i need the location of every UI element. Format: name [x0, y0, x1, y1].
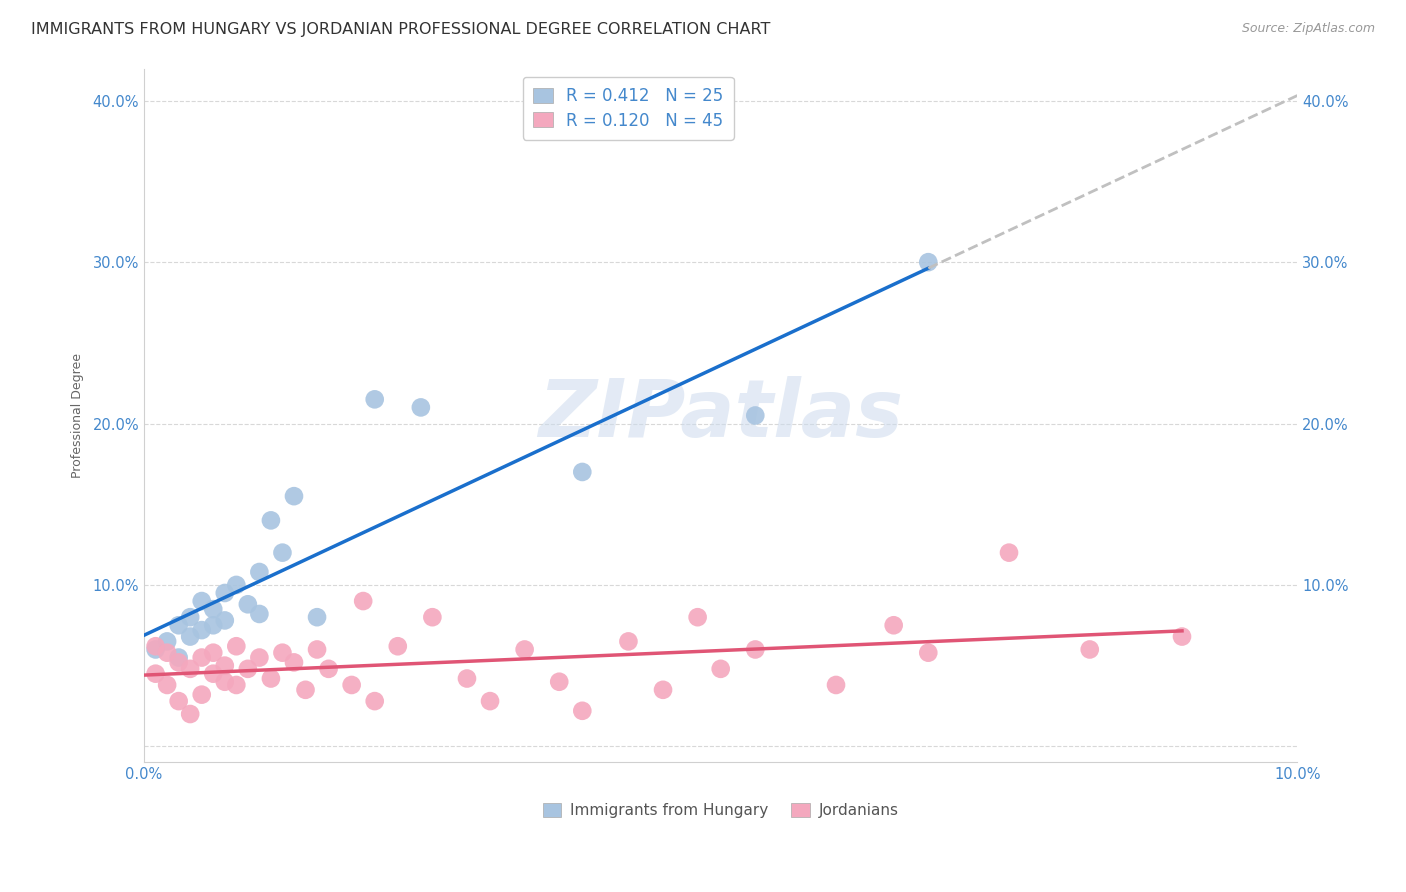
Point — [513, 642, 536, 657]
Point — [225, 639, 247, 653]
Point — [190, 688, 212, 702]
Point — [409, 401, 432, 415]
Point — [283, 489, 305, 503]
Point — [214, 614, 236, 628]
Point — [387, 639, 409, 653]
Point — [225, 578, 247, 592]
Point — [617, 634, 640, 648]
Point — [456, 672, 478, 686]
Point — [236, 662, 259, 676]
Text: IMMIGRANTS FROM HUNGARY VS JORDANIAN PROFESSIONAL DEGREE CORRELATION CHART: IMMIGRANTS FROM HUNGARY VS JORDANIAN PRO… — [31, 22, 770, 37]
Point — [271, 546, 294, 560]
Point — [247, 607, 270, 621]
Text: ZIPatlas: ZIPatlas — [538, 376, 903, 455]
Point — [260, 513, 283, 527]
Point — [214, 658, 236, 673]
Point — [548, 674, 571, 689]
Point — [571, 465, 593, 479]
Point — [247, 565, 270, 579]
Point — [179, 662, 201, 676]
Point — [318, 662, 340, 676]
Point — [179, 706, 201, 721]
Point — [179, 610, 201, 624]
Point — [883, 618, 905, 632]
Point — [225, 678, 247, 692]
Point — [247, 650, 270, 665]
Legend: Immigrants from Hungary, Jordanians: Immigrants from Hungary, Jordanians — [537, 797, 905, 824]
Point — [340, 678, 363, 692]
Point — [352, 594, 374, 608]
Point — [167, 650, 190, 665]
Point — [1078, 642, 1101, 657]
Text: Source: ZipAtlas.com: Source: ZipAtlas.com — [1241, 22, 1375, 36]
Point — [825, 678, 848, 692]
Point — [214, 674, 236, 689]
Point — [167, 694, 190, 708]
Point — [202, 666, 225, 681]
Point — [179, 630, 201, 644]
Point — [190, 594, 212, 608]
Point — [145, 666, 167, 681]
Point — [202, 646, 225, 660]
Point — [305, 610, 328, 624]
Point — [571, 704, 593, 718]
Point — [744, 642, 766, 657]
Point — [364, 694, 387, 708]
Point — [294, 682, 316, 697]
Point — [1171, 630, 1194, 644]
Point — [652, 682, 675, 697]
Point — [271, 646, 294, 660]
Point — [145, 642, 167, 657]
Point — [202, 618, 225, 632]
Point — [744, 409, 766, 423]
Point — [167, 656, 190, 670]
Point — [710, 662, 733, 676]
Point — [917, 646, 939, 660]
Point — [214, 586, 236, 600]
Point — [156, 634, 179, 648]
Point — [156, 678, 179, 692]
Point — [686, 610, 709, 624]
Point — [167, 618, 190, 632]
Point — [156, 646, 179, 660]
Point — [236, 597, 259, 611]
Point — [364, 392, 387, 407]
Point — [305, 642, 328, 657]
Point — [283, 656, 305, 670]
Point — [190, 623, 212, 637]
Point — [998, 546, 1021, 560]
Y-axis label: Professional Degree: Professional Degree — [72, 353, 84, 478]
Point — [190, 650, 212, 665]
Point — [479, 694, 502, 708]
Point — [145, 639, 167, 653]
Point — [202, 602, 225, 616]
Point — [422, 610, 444, 624]
Point — [260, 672, 283, 686]
Point — [917, 255, 939, 269]
